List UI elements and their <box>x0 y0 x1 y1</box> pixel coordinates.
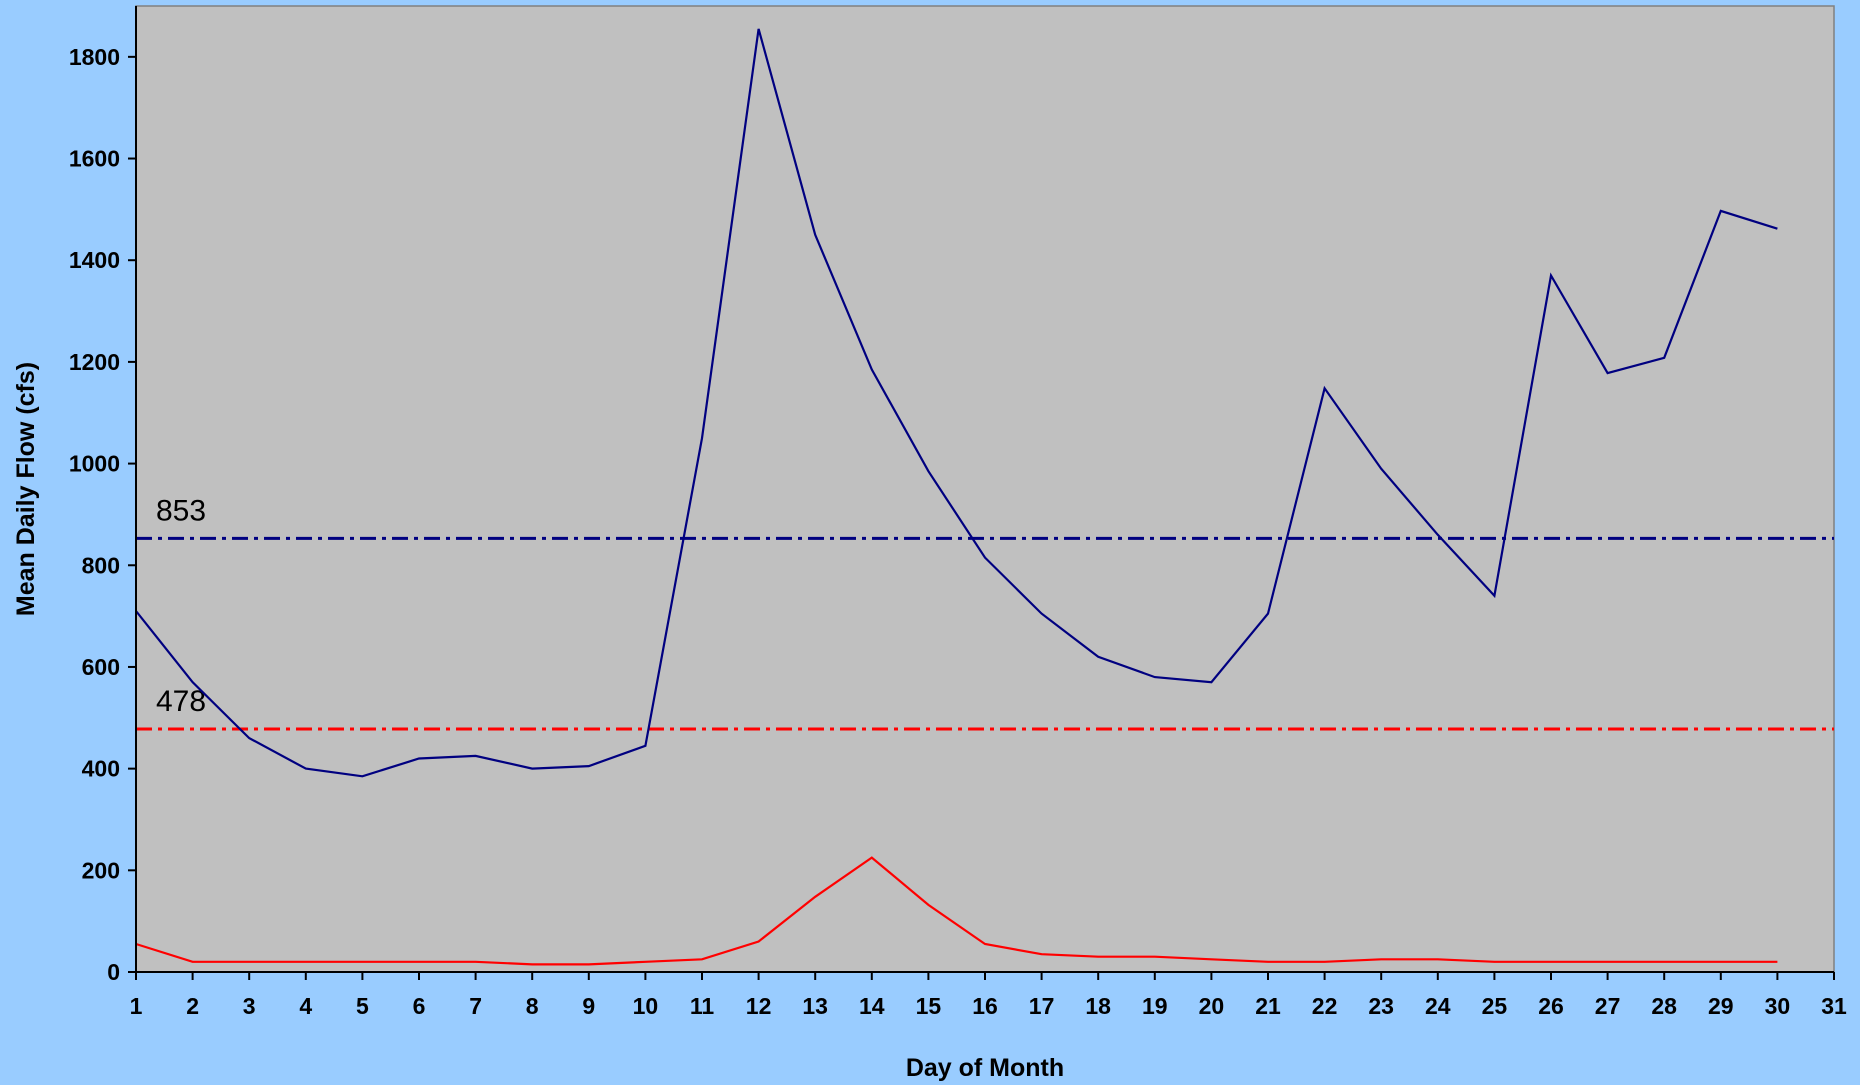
x-tick-label: 23 <box>1368 993 1394 1019</box>
x-tick-label: 15 <box>916 993 942 1019</box>
y-tick-label: 800 <box>82 552 120 578</box>
x-tick-label: 28 <box>1651 993 1677 1019</box>
x-tick-label: 3 <box>243 993 256 1019</box>
x-tick-label: 10 <box>633 993 659 1019</box>
y-tick-label: 1600 <box>69 146 120 172</box>
x-tick-label: 25 <box>1482 993 1508 1019</box>
x-axis-ticks: 1 2 3 4 5 6 7 8 9 10 11 12 13 14 15 16 17 18 19 20 21 22 23 24 2… <box>130 972 1847 1019</box>
x-tick-label: 26 <box>1538 993 1564 1019</box>
plot-area <box>135 5 1835 973</box>
reference-label-853: 853 <box>156 494 206 527</box>
x-tick-label: 19 <box>1142 993 1168 1019</box>
y-tick-label: 1200 <box>69 349 120 375</box>
x-tick-label: 20 <box>1199 993 1225 1019</box>
x-tick-label: 4 <box>299 993 312 1019</box>
x-tick-label: 2 <box>186 993 199 1019</box>
x-tick-label: 31 <box>1821 993 1847 1019</box>
x-tick-label: 22 <box>1312 993 1338 1019</box>
x-tick-label: 17 <box>1029 993 1055 1019</box>
x-tick-label: 1 <box>130 993 143 1019</box>
y-tick-label: 0 <box>107 959 120 985</box>
y-axis-title: Mean Daily Flow (cfs) <box>12 362 40 616</box>
x-tick-label: 30 <box>1765 993 1791 1019</box>
y-tick-label: 600 <box>82 654 120 680</box>
y-axis-ticks: 0 200 400 600 800 1000 1200 1400 1600 1800 <box>69 44 136 985</box>
x-tick-label: 27 <box>1595 993 1621 1019</box>
x-tick-label: 5 <box>356 993 369 1019</box>
x-tick-label: 13 <box>802 993 828 1019</box>
reference-lines: 853 478 <box>136 494 1834 731</box>
y-tick-label: 1800 <box>69 44 120 70</box>
series-lines <box>135 28 1778 966</box>
y-tick-label: 400 <box>82 756 120 782</box>
x-tick-label: 18 <box>1085 993 1111 1019</box>
x-tick-label: 14 <box>859 993 885 1019</box>
x-tick-label: 12 <box>746 993 772 1019</box>
x-axis-title: Day of Month <box>906 1054 1064 1082</box>
x-tick-label: 16 <box>972 993 998 1019</box>
series-line-1 <box>135 28 1778 778</box>
series-line-2 <box>135 856 1778 966</box>
x-tick-label: 11 <box>690 993 715 1019</box>
reference-label-478: 478 <box>156 685 206 718</box>
y-tick-label: 1000 <box>69 451 120 477</box>
x-tick-label: 7 <box>469 993 482 1019</box>
x-tick-label: 8 <box>526 993 539 1019</box>
y-tick-label: 1400 <box>69 247 120 273</box>
x-tick-label: 29 <box>1708 993 1734 1019</box>
x-tick-label: 21 <box>1255 993 1281 1019</box>
x-tick-label: 24 <box>1425 993 1451 1019</box>
x-tick-label: 6 <box>413 993 426 1019</box>
y-tick-label: 200 <box>82 857 120 883</box>
x-tick-label: 9 <box>582 993 595 1019</box>
